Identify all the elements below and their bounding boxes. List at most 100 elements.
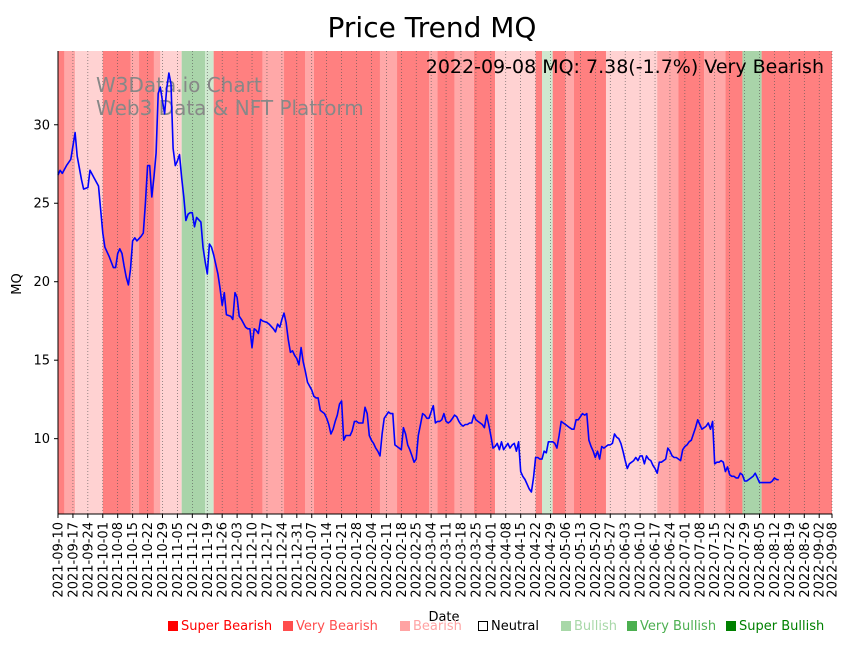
legend-item: Super Bearish bbox=[168, 619, 272, 634]
y-tick-label: 15 bbox=[33, 354, 50, 369]
x-axis-ticks: 2021-09-10 2021-09-17 2021-09-24 2021-10-01… bbox=[52, 514, 841, 598]
x-tick-label: 2022-04-15 bbox=[514, 522, 529, 598]
sentiment-band bbox=[742, 51, 762, 514]
sentiment-band bbox=[565, 51, 574, 514]
legend-item: Bullish bbox=[561, 619, 617, 634]
x-tick-label: 2022-03-11 bbox=[440, 522, 455, 598]
x-tick-label: 2022-07-15 bbox=[708, 522, 723, 598]
sentiment-band bbox=[605, 51, 658, 514]
x-tick-label: 2021-09-17 bbox=[66, 522, 81, 598]
x-tick-label: 2021-11-19 bbox=[201, 522, 216, 598]
x-tick-label: 2021-11-12 bbox=[186, 522, 201, 598]
x-tick-label: 2022-09-02 bbox=[813, 522, 828, 598]
y-axis-ticks: 10 15 20 25 30 bbox=[33, 118, 58, 447]
sentiment-band bbox=[153, 51, 161, 514]
x-tick-label: 2022-06-24 bbox=[663, 522, 678, 598]
sentiment-band bbox=[58, 51, 65, 514]
x-tick-label: 2021-09-24 bbox=[81, 522, 96, 598]
latest-value-annotation: 2022-09-08 MQ: 7.38(-1.7%) Very Bearish bbox=[426, 56, 824, 78]
watermark-line-2: Web3 Data & NFT Platform bbox=[96, 96, 364, 120]
x-tick-label: 2021-09-10 bbox=[52, 522, 67, 598]
sentiment-band bbox=[657, 51, 679, 514]
legend-swatch bbox=[283, 621, 293, 631]
sentiment-band bbox=[64, 51, 76, 514]
x-tick-label: 2021-12-03 bbox=[231, 522, 246, 598]
x-tick-label: 2022-03-18 bbox=[454, 522, 469, 598]
sentiment-band bbox=[139, 51, 154, 514]
x-tick-label: 2022-01-21 bbox=[335, 522, 350, 598]
sentiment-band bbox=[678, 51, 705, 514]
legend-label: Super Bullish bbox=[739, 619, 825, 634]
x-tick-label: 2021-12-17 bbox=[260, 522, 275, 598]
x-tick-label: 2021-11-26 bbox=[216, 522, 231, 598]
x-tick-label: 2022-01-07 bbox=[305, 522, 320, 598]
legend-label: Very Bearish bbox=[296, 619, 378, 634]
sentiment-band bbox=[542, 51, 553, 514]
legend-label: Super Bearish bbox=[181, 619, 273, 634]
watermark-line-1: W3Data.io Chart bbox=[96, 73, 262, 97]
x-tick-label: 2022-06-17 bbox=[649, 522, 664, 598]
x-tick-label: 2022-01-14 bbox=[320, 522, 335, 598]
sentiment-band bbox=[160, 51, 182, 514]
chart-title: Price Trend MQ bbox=[328, 11, 537, 44]
x-tick-label: 2022-03-04 bbox=[425, 522, 440, 598]
x-tick-label: 2022-07-22 bbox=[723, 522, 738, 598]
x-tick-label: 2021-10-08 bbox=[111, 522, 126, 598]
legend-label: Bullish bbox=[574, 619, 618, 634]
sentiment-band bbox=[284, 51, 306, 514]
x-tick-label: 2022-08-26 bbox=[798, 522, 813, 598]
legend-item: Very Bearish bbox=[283, 619, 378, 634]
x-tick-label: 2022-03-25 bbox=[469, 522, 484, 598]
legend-item: Super Bullish bbox=[726, 619, 824, 634]
legend-item: Bearish bbox=[400, 619, 462, 634]
sentiment-band bbox=[473, 51, 496, 514]
x-tick-label: 2022-08-12 bbox=[768, 522, 783, 598]
legend-label: Neutral bbox=[491, 619, 539, 634]
legend-label: Bearish bbox=[413, 619, 462, 634]
legend-item: Neutral bbox=[478, 619, 539, 634]
x-tick-label: 2022-02-18 bbox=[395, 522, 410, 598]
x-tick-label: 2021-12-31 bbox=[290, 522, 305, 598]
x-tick-label: 2022-07-01 bbox=[678, 522, 693, 598]
sentiment-bands bbox=[58, 51, 832, 514]
sentiment-band bbox=[181, 51, 206, 514]
sentiment-band bbox=[725, 51, 743, 514]
sentiment-band bbox=[574, 51, 606, 514]
x-tick-label: 2021-10-01 bbox=[96, 522, 111, 598]
x-tick-label: 2021-12-10 bbox=[246, 522, 261, 598]
x-tick-label: 2022-05-13 bbox=[574, 522, 589, 598]
sentiment-band bbox=[313, 51, 380, 514]
sentiment-band bbox=[102, 51, 131, 514]
x-tick-label: 2022-04-22 bbox=[529, 522, 544, 598]
x-tick-label: 2021-10-22 bbox=[141, 522, 156, 598]
x-tick-label: 2022-06-10 bbox=[634, 522, 649, 598]
y-axis-label: MQ bbox=[10, 273, 25, 294]
y-tick-label: 25 bbox=[33, 197, 50, 212]
axes bbox=[57, 51, 832, 515]
x-tick-label: 2022-05-20 bbox=[589, 522, 604, 598]
sentiment-band bbox=[454, 51, 474, 514]
legend-swatch bbox=[478, 621, 488, 631]
sentiment-band bbox=[213, 51, 263, 514]
sentiment-band bbox=[379, 51, 398, 514]
legend-swatch bbox=[400, 621, 410, 631]
x-tick-label: 2022-02-25 bbox=[410, 522, 425, 598]
x-tick-label: 2021-11-05 bbox=[171, 522, 186, 598]
x-tick-label: 2022-07-08 bbox=[693, 522, 708, 598]
legend-swatch bbox=[168, 621, 178, 631]
y-tick-label: 20 bbox=[33, 275, 50, 290]
x-tick-label: 2022-02-04 bbox=[365, 522, 380, 598]
x-tick-label: 2022-06-03 bbox=[619, 522, 634, 598]
x-tick-label: 2022-08-19 bbox=[783, 522, 798, 598]
sentiment-band bbox=[429, 51, 438, 514]
sentiment-band bbox=[761, 51, 832, 514]
x-tick-label: 2022-04-29 bbox=[544, 522, 559, 598]
legend-swatch bbox=[561, 621, 571, 631]
sentiment-band bbox=[262, 51, 285, 514]
x-tick-label: 2022-04-01 bbox=[484, 522, 499, 598]
sentiment-band bbox=[205, 51, 214, 514]
sentiment-band bbox=[535, 51, 543, 514]
sentiment-band bbox=[75, 51, 103, 514]
x-tick-label: 2021-12-24 bbox=[275, 522, 290, 598]
